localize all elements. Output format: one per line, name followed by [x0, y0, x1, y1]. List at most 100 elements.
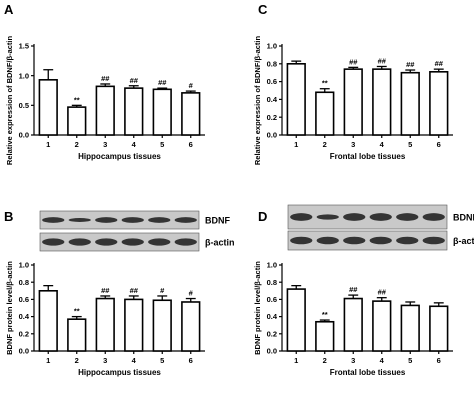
x-axis-label: Frontal lobe tissues	[330, 368, 406, 377]
significance-label: ##	[406, 60, 415, 69]
significance-label: #	[189, 289, 194, 298]
y-tick-label: 1.0	[267, 42, 277, 51]
x-tick-label: 4	[132, 356, 137, 365]
bar	[400, 304, 420, 352]
x-tick-label: 6	[189, 140, 193, 149]
significance-label: ##	[378, 56, 387, 65]
significance-label: **	[322, 79, 328, 88]
bar	[181, 92, 201, 136]
y-tick-label: 0.0	[267, 131, 277, 140]
x-tick-label: 1	[294, 356, 298, 365]
y-axis-label: Relative expression of BDNF/β-actin	[253, 35, 262, 165]
bar	[152, 88, 172, 136]
x-tick-label: 6	[189, 356, 193, 365]
blot-strip-beta-actin	[287, 230, 448, 251]
y-tick-label: 0.8	[19, 278, 29, 287]
bar	[95, 85, 115, 136]
bar	[124, 298, 144, 352]
significance-label: ##	[349, 285, 358, 294]
y-axis-label: Relative expression of BDNF/β-actin	[5, 35, 14, 165]
bar	[286, 62, 306, 136]
y-tick-label: 0.0	[267, 347, 277, 356]
significance-label: **	[322, 310, 328, 319]
significance-label: ##	[158, 78, 167, 87]
blot-band	[148, 238, 171, 246]
bar	[67, 106, 87, 136]
x-tick-label: 5	[160, 356, 164, 365]
chart-hippocampus-mrna: 0.0 0.5 1.0 1.5 1 ** 2 ## 3 ## 4 ## 5 #6 Hippocampus t…	[5, 35, 205, 165]
panel-letter-d: D	[258, 209, 267, 224]
y-tick-label: 0.0	[19, 347, 29, 356]
blot-band	[121, 217, 144, 223]
blot-band	[174, 238, 197, 246]
blot-label-beta-actin: β-actin	[205, 238, 235, 248]
blot-band	[343, 213, 366, 221]
blot-band	[68, 238, 91, 246]
x-tick-label: 3	[103, 140, 107, 149]
blot-band	[68, 218, 91, 222]
y-tick-label: 1.0	[267, 261, 277, 270]
blot-band	[42, 238, 65, 246]
y-tick-label: 0.4	[19, 312, 30, 321]
y-tick-label: 0.2	[267, 329, 277, 338]
blot-strip-bdnf	[39, 210, 200, 230]
blot-label-beta-actin: β-actin	[453, 236, 474, 246]
bar	[67, 318, 87, 352]
x-tick-label: 2	[323, 356, 327, 365]
x-tick-label: 1	[294, 140, 298, 149]
panel-letter-a: A	[4, 2, 14, 17]
significance-label: ##	[130, 76, 139, 85]
significance-label: ##	[130, 286, 139, 295]
x-tick-label: 6	[437, 356, 441, 365]
y-tick-label: 1.5	[19, 42, 29, 51]
bar	[124, 87, 144, 136]
blot-band	[290, 236, 313, 245]
bar	[343, 297, 363, 352]
blot-band	[369, 213, 392, 221]
x-tick-label: 3	[351, 140, 355, 149]
x-tick-label: 1	[46, 356, 50, 365]
bar	[315, 91, 335, 136]
blot-band	[369, 236, 392, 245]
bar	[400, 71, 420, 136]
blot-band	[396, 236, 419, 245]
x-tick-label: 5	[160, 140, 164, 149]
panel-letter-c: C	[258, 2, 268, 17]
x-axis-label: Frontal lobe tissues	[330, 152, 406, 161]
x-axis-label: Hippocampus tissues	[78, 152, 161, 161]
bar	[181, 301, 201, 352]
y-tick-label: 0.5	[19, 101, 29, 110]
bar	[372, 68, 392, 136]
x-tick-label: 2	[323, 140, 327, 149]
bar	[429, 305, 449, 352]
significance-label: **	[74, 95, 80, 104]
blot-band	[290, 213, 313, 221]
x-tick-label: 6	[437, 140, 441, 149]
x-tick-label: 3	[351, 356, 355, 365]
x-tick-label: 5	[408, 356, 412, 365]
bar	[343, 68, 363, 136]
blot-band	[422, 213, 445, 221]
significance-label: ##	[349, 57, 358, 66]
y-tick-label: 1.0	[19, 71, 29, 80]
blot-strip-bdnf	[287, 204, 448, 230]
blot-band	[174, 217, 197, 223]
significance-label: #	[189, 81, 194, 90]
x-tick-label: 2	[75, 356, 79, 365]
x-tick-label: 3	[103, 356, 107, 365]
y-tick-label: 0.8	[267, 278, 277, 287]
bar	[372, 300, 392, 352]
significance-label: ##	[378, 288, 387, 297]
significance-label: ##	[435, 59, 444, 68]
blot-band	[396, 213, 419, 221]
blot-label-bdnf: BDNF	[453, 213, 474, 223]
blot-band	[343, 236, 366, 245]
y-tick-label: 0.2	[19, 329, 29, 338]
y-tick-label: 1.0	[19, 261, 29, 270]
y-tick-label: 0.4	[267, 312, 278, 321]
x-tick-label: 2	[75, 140, 79, 149]
western-blot-frontal-lobe: BDNF β-actin	[287, 204, 474, 251]
blot-band	[42, 217, 65, 223]
y-tick-label: 0.6	[267, 295, 277, 304]
bar	[38, 289, 58, 352]
